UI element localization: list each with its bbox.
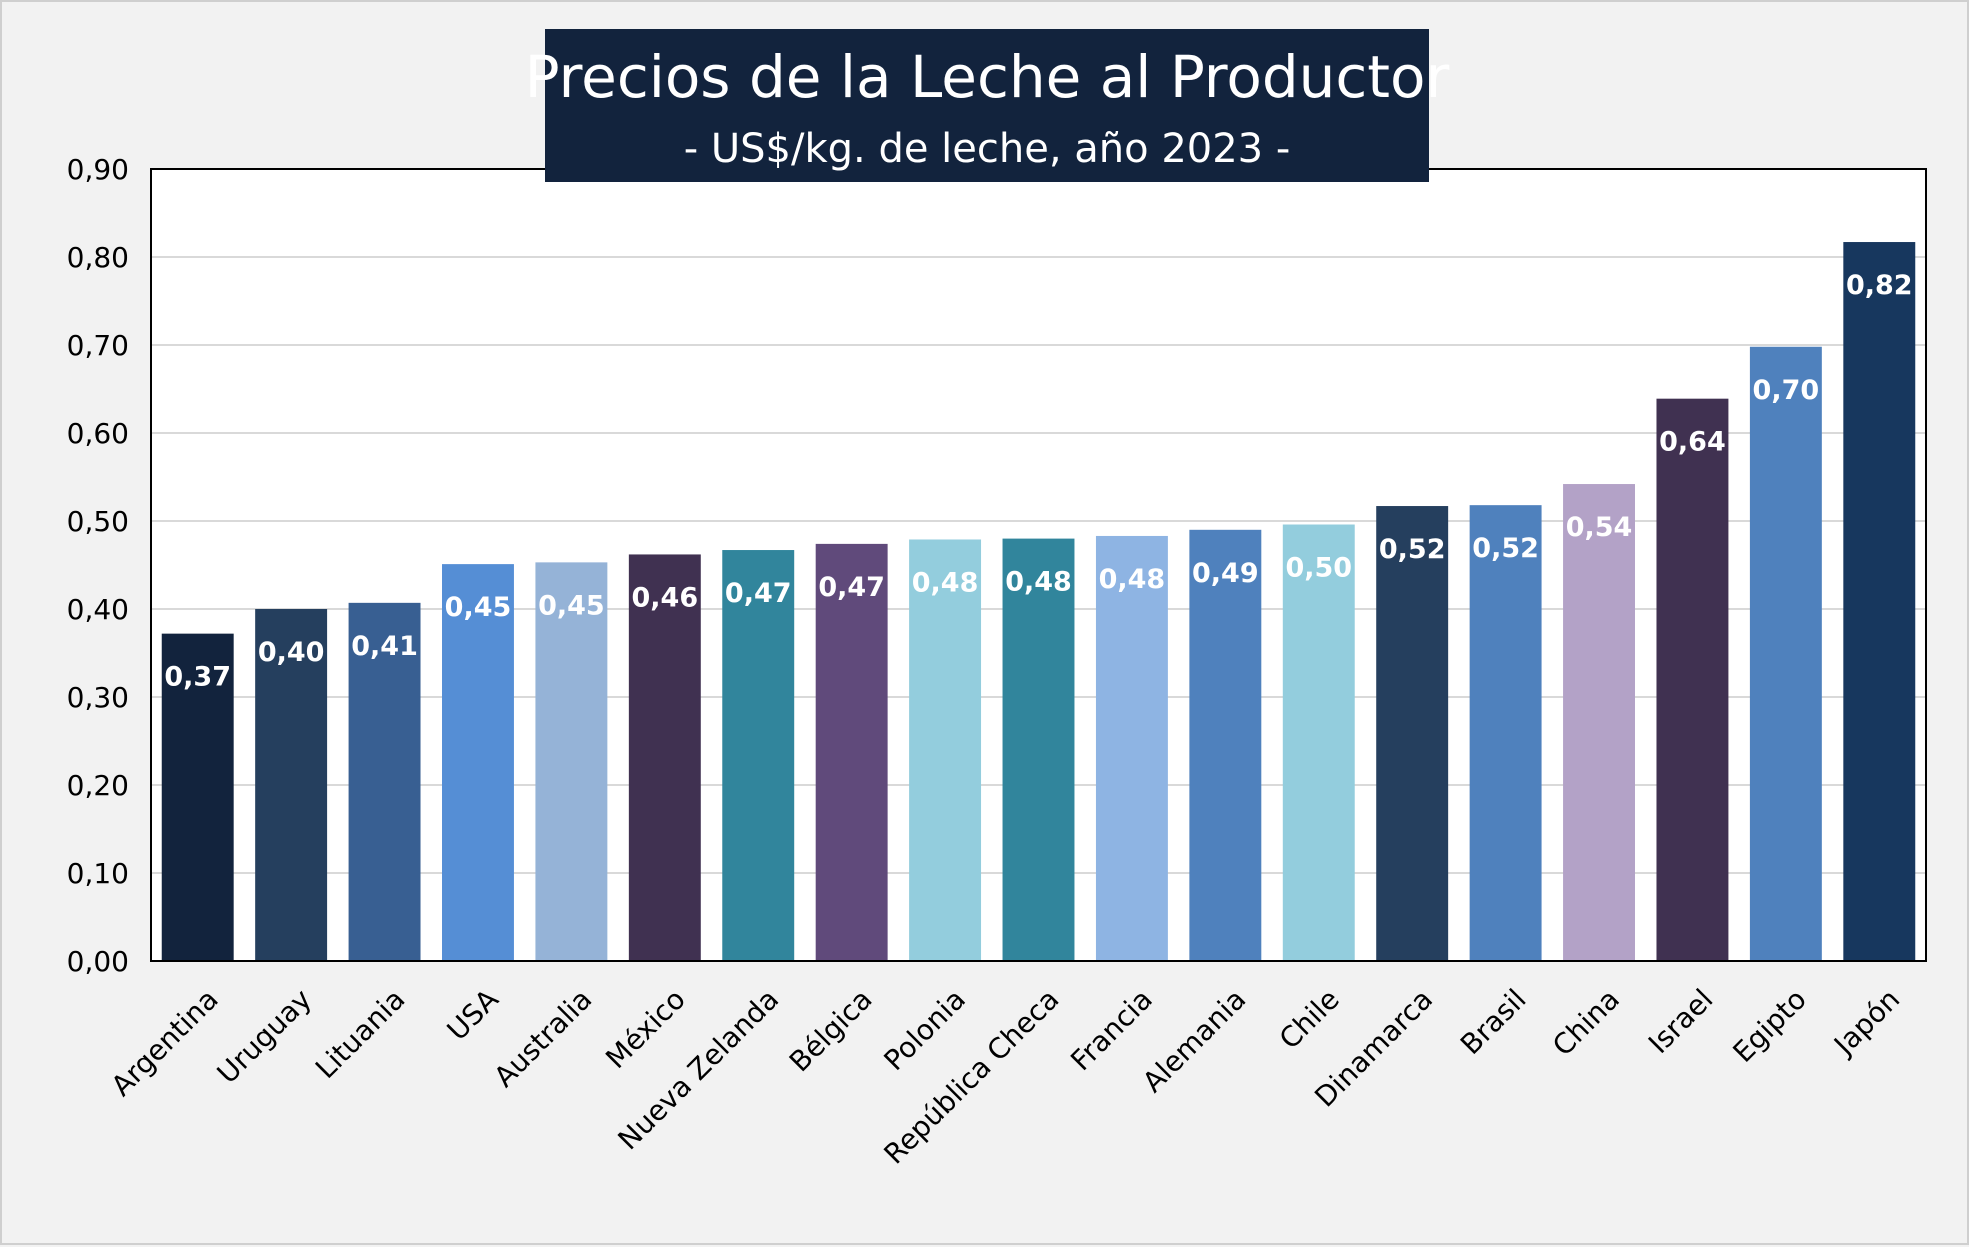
bar: [1002, 538, 1075, 961]
y-tick-label: 0,60: [67, 417, 129, 450]
chart-subtitle: - US$/kg. de leche, año 2023 -: [684, 126, 1291, 172]
bar: [722, 550, 795, 961]
title-box: Precios de la Leche al Productor - US$/k…: [525, 29, 1450, 182]
bar: [161, 633, 234, 961]
y-tick-label: 0,40: [67, 593, 129, 626]
bar: [1563, 484, 1635, 961]
data-labels: 0,37 0,40 0,41 0,45 0,45 0,46 0,47 0,47 0,48 0,48…: [164, 270, 1912, 693]
y-tick-label: 0,50: [67, 505, 129, 538]
bar: [255, 609, 328, 961]
bar: [1843, 242, 1916, 962]
x-tick-label: Francia: [1064, 983, 1159, 1078]
x-tick-label: USA: [441, 983, 505, 1047]
value-label: 0,41: [351, 631, 418, 662]
bar: [815, 543, 888, 961]
y-axis: 0,00 0,10 0,20 0,30 0,40 0,50 0,60 0,70 0,80 0,90: [67, 153, 129, 978]
y-tick-label: 0,70: [67, 329, 129, 362]
x-tick-label: Japón: [1826, 983, 1906, 1063]
bar: [628, 554, 701, 961]
x-tick-label: China: [1546, 983, 1626, 1063]
bar: [1749, 346, 1822, 961]
bar: [1282, 524, 1355, 961]
value-label: 0,47: [725, 578, 792, 609]
x-tick-label: Bélgica: [783, 983, 879, 1079]
bar: [1189, 529, 1262, 961]
y-tick-label: 0,20: [67, 769, 129, 802]
value-label: 0,40: [258, 637, 325, 668]
value-label: 0,45: [538, 590, 605, 621]
y-tick-label: 0,00: [67, 945, 129, 978]
x-tick-label: Israel: [1642, 983, 1719, 1060]
title-background: [545, 29, 1429, 182]
value-label: 0,46: [632, 582, 699, 613]
value-label: 0,37: [164, 662, 231, 693]
x-tick-label: México: [599, 983, 691, 1075]
x-tick-label: Argentina: [105, 983, 225, 1103]
value-label: 0,45: [445, 592, 512, 623]
bar: [909, 539, 982, 961]
value-label: 0,52: [1379, 534, 1446, 565]
x-tick-label: Nueva Zelanda: [612, 983, 786, 1157]
value-label: 0,49: [1192, 558, 1259, 589]
value-label: 0,50: [1285, 553, 1352, 584]
bar: [1376, 506, 1449, 961]
value-label: 0,64: [1659, 427, 1726, 458]
y-tick-label: 0,30: [67, 681, 129, 714]
value-label: 0,47: [818, 572, 885, 603]
x-tick-label: Brasil: [1454, 983, 1533, 1062]
value-label: 0,82: [1846, 270, 1913, 301]
bar: [442, 564, 514, 961]
x-tick-label: República Checa: [877, 983, 1065, 1171]
value-label: 0,48: [912, 567, 979, 598]
value-label: 0,48: [1099, 564, 1166, 595]
x-tick-label: Egipto: [1726, 983, 1812, 1069]
y-tick-label: 0,10: [67, 857, 129, 890]
x-tick-label: Lituania: [309, 983, 411, 1085]
x-tick-label: Alemania: [1136, 983, 1252, 1099]
x-tick-label: Polonia: [878, 983, 972, 1077]
y-tick-label: 0,90: [67, 153, 129, 186]
value-label: 0,70: [1753, 375, 1820, 406]
value-label: 0,54: [1566, 512, 1633, 543]
value-label: 0,52: [1472, 533, 1539, 564]
value-label: 0,48: [1005, 567, 1072, 598]
bar: [535, 562, 608, 961]
bar: [1656, 398, 1729, 961]
bar: [1095, 535, 1168, 961]
x-tick-label: Chile: [1273, 983, 1346, 1056]
y-tick-label: 0,80: [67, 241, 129, 274]
x-tick-label: Australia: [487, 983, 598, 1094]
x-tick-label: Uruguay: [211, 983, 318, 1090]
bar: [1469, 505, 1542, 961]
bar: [348, 602, 421, 961]
chart-title: Precios de la Leche al Productor: [525, 43, 1450, 111]
bars: [161, 242, 1916, 962]
